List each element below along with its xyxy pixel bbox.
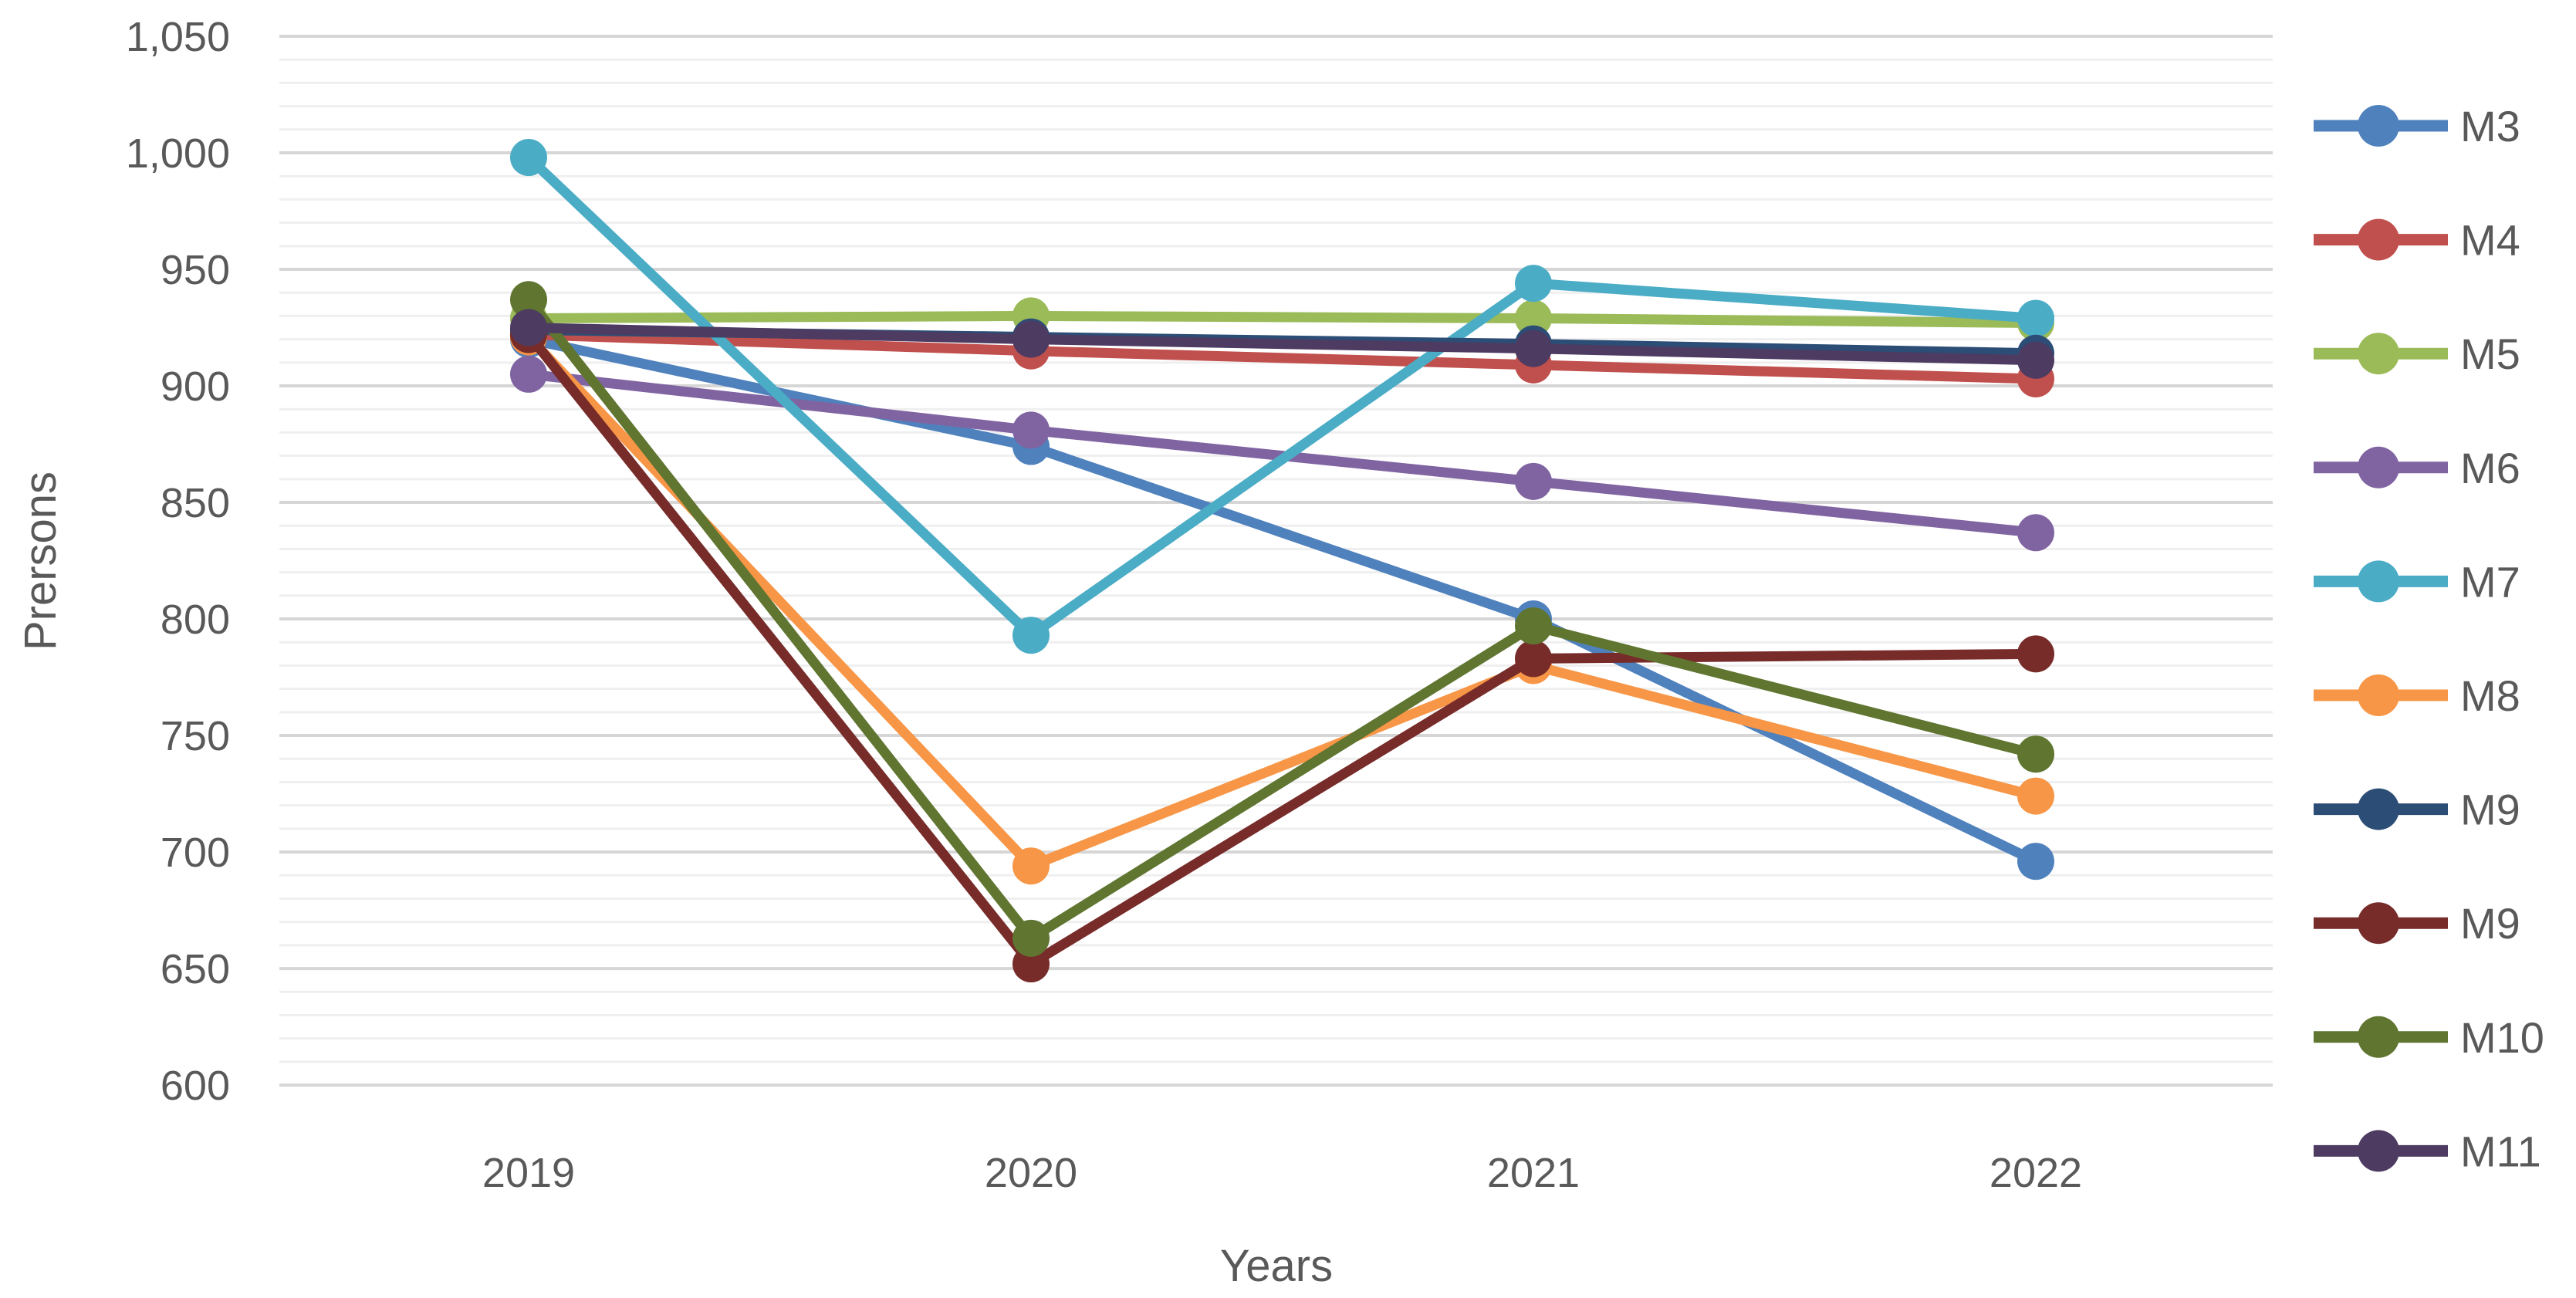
legend-label: M9	[2460, 786, 2520, 834]
data-point-M6-2020	[1012, 411, 1050, 449]
data-point-M10-2021	[1515, 607, 1552, 645]
legend-item-M11-9: M11	[2314, 1127, 2541, 1175]
legend-label: M10	[2460, 1013, 2544, 1062]
legend-item-M9-7: M9	[2314, 899, 2520, 948]
legend-label: M6	[2460, 444, 2520, 492]
legend-swatch-marker	[2358, 446, 2399, 488]
y-tick-label-650: 650	[161, 946, 230, 992]
legend-item-M8-5: M8	[2314, 671, 2520, 720]
x-tick-label-2022: 2022	[1989, 1150, 2082, 1196]
y-axis-title: Prersons	[15, 472, 66, 651]
series-M9-7	[510, 316, 2054, 983]
legend-swatch-marker	[2358, 218, 2399, 261]
data-point-M11-2020	[1012, 320, 1050, 358]
series-line-M9	[524, 331, 2037, 969]
legend-item-M9-6: M9	[2314, 786, 2520, 834]
data-point-M9-2021	[1515, 640, 1552, 678]
series-line-M4	[528, 330, 2037, 384]
data-point-M8-2022	[2017, 777, 2054, 815]
y-axis-tick-labels: 600 650 700 750 800 850 900 950 1,000 1,050	[126, 14, 230, 1109]
gridlines	[279, 35, 2273, 1087]
legend-label: M8	[2460, 671, 2520, 720]
legend-item-M7-4: M7	[2314, 557, 2520, 606]
data-point-M6-2019	[510, 355, 547, 393]
y-tick-label-1000: 1,000	[126, 130, 230, 177]
series-line-M11	[528, 323, 2037, 366]
legend-label: M3	[2460, 102, 2520, 150]
data-point-M7-2021	[1515, 265, 1552, 303]
x-tick-label-2019: 2019	[482, 1150, 575, 1196]
legend-item-M3-0: M3	[2314, 102, 2520, 150]
x-tick-label-2020: 2020	[985, 1150, 1077, 1196]
legend-swatch-marker	[2358, 560, 2399, 603]
data-point-M7-2020	[1012, 617, 1050, 654]
data-point-M7-2019	[510, 139, 547, 177]
data-point-M10-2019	[510, 281, 547, 319]
y-tick-label-750: 750	[161, 713, 230, 759]
y-tick-label-600: 600	[161, 1063, 230, 1109]
legend-item-M4-1: M4	[2314, 216, 2520, 265]
data-point-M10-2022	[2017, 735, 2054, 773]
legend-swatch-marker	[2358, 105, 2399, 147]
series-M7-4	[510, 139, 2054, 654]
legend-swatch-marker	[2358, 902, 2399, 945]
legend-label: M9	[2460, 899, 2520, 948]
data-point-M10-2020	[1012, 919, 1050, 957]
legend-item-M5-2: M5	[2314, 330, 2520, 378]
y-tick-label-800: 800	[161, 597, 230, 643]
data-point-M8-2020	[1012, 847, 1050, 885]
data-point-M6-2022	[2017, 514, 2054, 552]
y-tick-label-950: 950	[161, 247, 230, 293]
legend-item-M6-3: M6	[2314, 444, 2520, 492]
data-point-M7-2022	[2017, 299, 2054, 337]
x-axis-tick-labels: 2019 2020 2021 2022	[482, 1150, 2082, 1196]
series-line-M7	[525, 154, 2037, 641]
y-tick-label-1050: 1,050	[126, 14, 230, 60]
y-tick-label-700: 700	[161, 830, 230, 876]
data-point-M9-2022	[2017, 635, 2054, 673]
legend-label: M7	[2460, 557, 2520, 606]
legend-swatch-marker	[2358, 674, 2399, 716]
data-point-M5-2021	[1515, 299, 1552, 337]
data-point-M11-2021	[1515, 330, 1552, 367]
legend-swatch-marker	[2358, 788, 2399, 830]
series-M11-9	[510, 309, 2054, 379]
series-line-M8	[525, 333, 2037, 871]
legend-swatch-marker	[2358, 333, 2399, 375]
data-point-M9-2020	[1012, 945, 1050, 983]
legend-swatch-marker	[2358, 1016, 2399, 1058]
series-line-M10	[524, 296, 2037, 944]
legend-label: M4	[2460, 216, 2520, 265]
series-lines	[510, 139, 2054, 983]
legend-label: M5	[2460, 330, 2520, 378]
chart-legend: M3 M4 M5 M6 M7 M8 M9 M9 M10 M11	[2314, 102, 2544, 1175]
legend-swatch-marker	[2358, 1130, 2399, 1172]
data-point-M11-2019	[510, 309, 547, 346]
series-M10-8	[510, 281, 2054, 957]
y-tick-label-900: 900	[161, 363, 230, 410]
data-point-M6-2021	[1515, 462, 1552, 500]
data-point-M3-2022	[2017, 843, 2054, 881]
legend-item-M10-8: M10	[2314, 1013, 2544, 1062]
legend-label: M11	[2460, 1127, 2541, 1175]
x-tick-label-2021: 2021	[1487, 1150, 1580, 1196]
data-point-M11-2022	[2017, 341, 2054, 379]
x-axis-title: Years	[1220, 1241, 1333, 1291]
y-tick-label-850: 850	[161, 480, 230, 526]
series-line-M5	[528, 310, 2037, 328]
